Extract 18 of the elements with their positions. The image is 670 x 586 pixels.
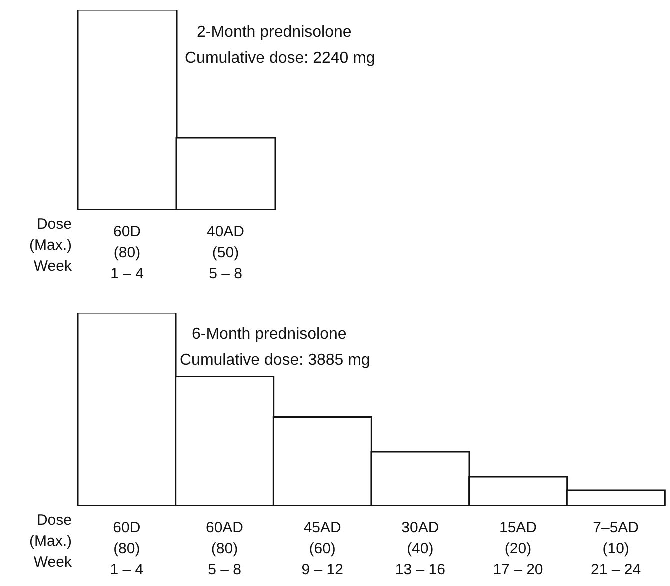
text: (Max.) xyxy=(28,236,72,256)
text: Dose xyxy=(36,215,72,235)
x-tick-label: 60D (80) 1 – 4 xyxy=(110,519,144,578)
x-tick-label: 60AD (80) 5 – 8 xyxy=(206,519,244,578)
text: Week xyxy=(32,257,72,277)
x-tick-label: 15AD (20) 17 – 20 xyxy=(493,519,544,578)
text: Cumulative dose: 3885 mg xyxy=(180,351,370,371)
text: Dose xyxy=(36,511,72,531)
x-tick-label: 7–5AD (10) 21 – 24 xyxy=(591,519,642,578)
text: Cumulative dose: 2240 mg xyxy=(185,49,376,69)
x-tick-label: 40AD (50) 5 – 8 xyxy=(206,223,245,282)
text: (Max.) xyxy=(28,532,72,552)
x-tick-label: 45AD (60) 9 – 12 xyxy=(302,519,344,578)
x-tick-label: 60D (80) 1 – 4 xyxy=(110,223,144,282)
x-tick-label: 30AD (40) 13 – 16 xyxy=(395,519,446,578)
text: Week xyxy=(32,553,72,573)
text: 2-Month prednisolone xyxy=(196,23,353,43)
text: 6-Month prednisolone xyxy=(191,325,348,345)
